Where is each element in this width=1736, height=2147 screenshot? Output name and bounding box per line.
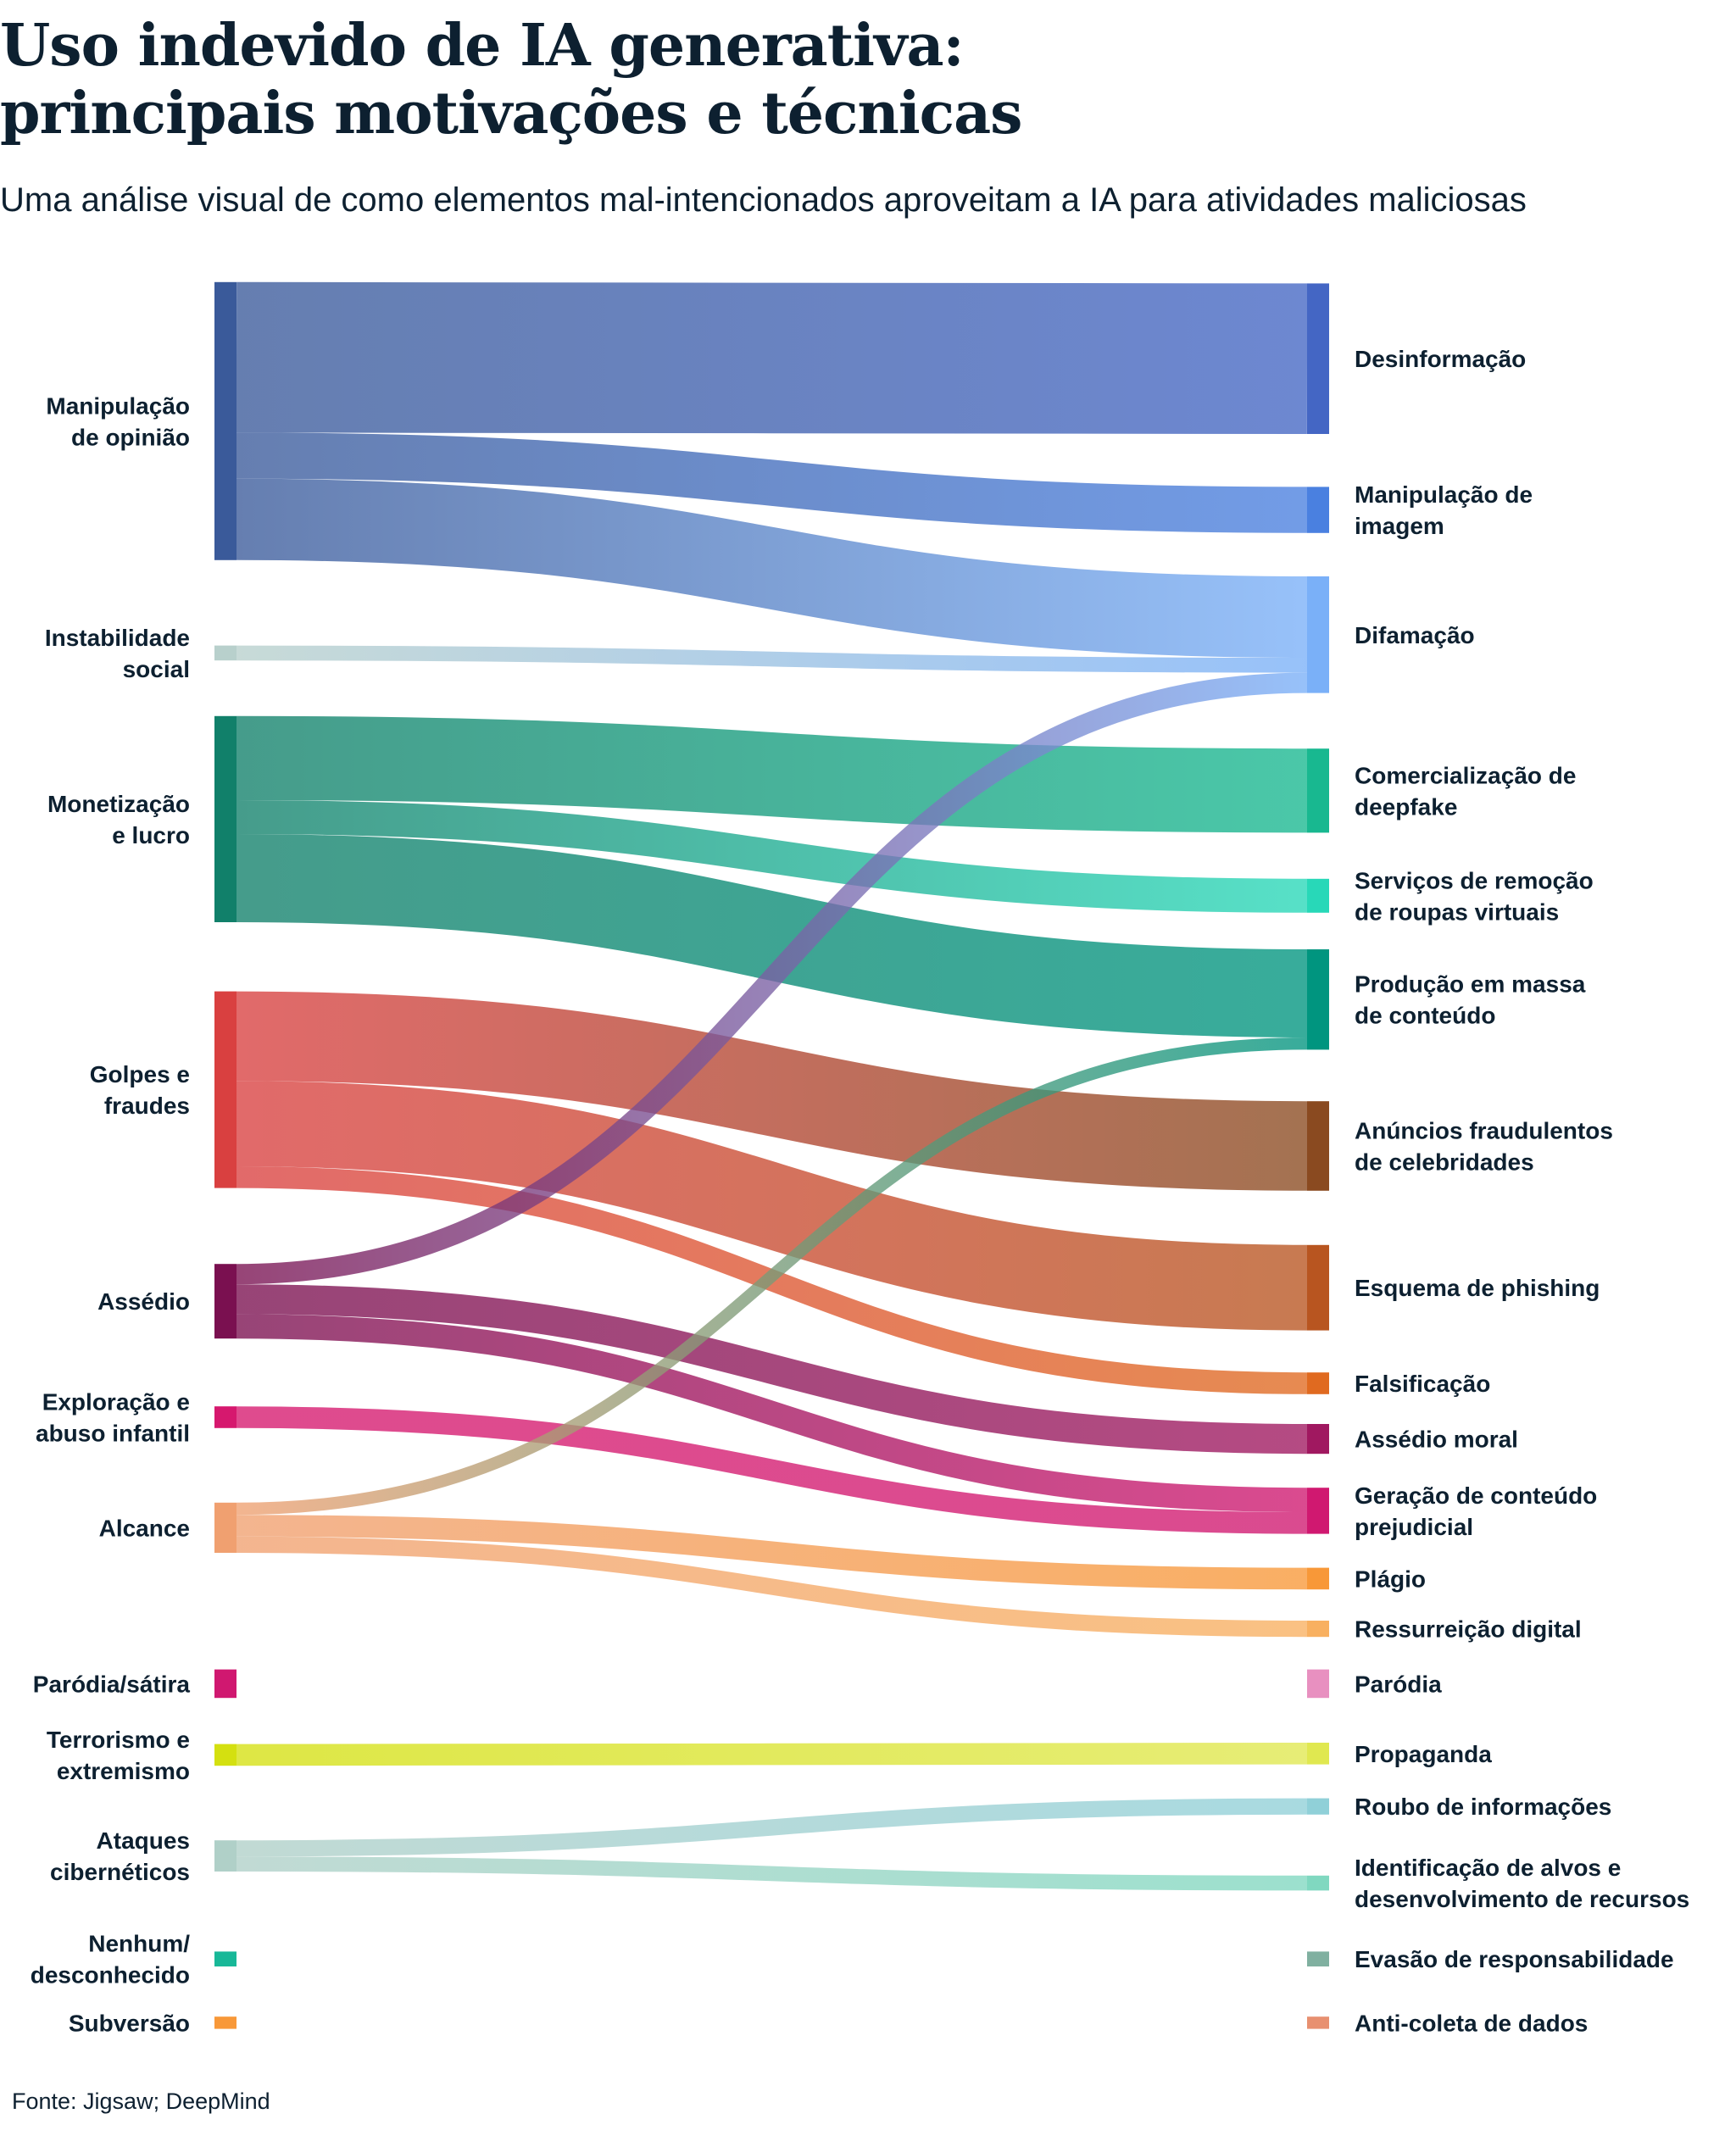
target-node-propaganda — [1307, 1743, 1329, 1765]
sankey-link-instabilidade-to-difamacao — [236, 645, 1308, 673]
target-node-anticoleta — [1307, 2016, 1329, 2029]
target-node-parodia — [1307, 1669, 1329, 1699]
sankey-nodes — [214, 281, 1329, 2029]
chart-title-line-1: Uso indevido de IA generativa: — [0, 12, 965, 80]
sankey-link-assedio-to-geracao_prejudicial — [236, 1314, 1308, 1512]
sankey-link-exploracao-to-geracao_prejudicial — [236, 1406, 1308, 1534]
source-label-assedio: Assédio — [97, 1288, 190, 1315]
target-label-anuncios: Anúncios fraudulentos de celebridades — [1355, 1118, 1613, 1176]
source-node-exploracao — [214, 1406, 236, 1428]
source-label-parodia_satira: Paródia/sátira — [33, 1671, 191, 1697]
sankey-link-assedio-to-assedio_moral — [236, 1284, 1308, 1455]
sankey-link-assedio-to-difamacao — [236, 672, 1308, 1285]
target-label-producao_massa: Produção em massa de conteúdo — [1355, 971, 1586, 1029]
sankey-link-alcance-to-producao_massa — [236, 1037, 1308, 1516]
target-node-comercializacao — [1307, 748, 1329, 833]
target-node-falsificacao — [1307, 1372, 1329, 1394]
source-node-parodia_satira — [214, 1669, 236, 1699]
chart-subtitle: Uma análise visual de como elementos mal… — [0, 181, 1527, 219]
target-node-producao_massa — [1307, 949, 1329, 1050]
source-label-terrorismo: Terrorismo e extremismo — [47, 1727, 190, 1784]
target-label-phishing: Esquema de phishing — [1355, 1275, 1600, 1301]
target-node-ressurreicao — [1307, 1621, 1329, 1638]
source-node-ataques — [214, 1840, 236, 1872]
target-node-identificacao — [1307, 1875, 1329, 1891]
source-label-manip_opiniao: Manipulação de opinião — [46, 392, 190, 450]
target-node-assedio_moral — [1307, 1424, 1329, 1455]
sankey-link-ataques-to-identificacao — [236, 1856, 1308, 1891]
target-label-servicos_remocao: Serviços de remoção de roupas virtuais — [1355, 867, 1594, 925]
sankey-link-golpes-to-phishing — [236, 1081, 1308, 1331]
target-node-difamacao — [1307, 576, 1329, 693]
target-label-identificacao: Identificação de alvos e desenvolvimento … — [1355, 1855, 1689, 1912]
target-label-geracao_prejudicial: Geração de conteúdo prejudicial — [1355, 1482, 1597, 1540]
sankey-link-ataques-to-roubo — [236, 1798, 1308, 1857]
target-node-plagio — [1307, 1567, 1329, 1590]
source-node-nenhum — [214, 1951, 236, 1966]
target-node-servicos_remocao — [1307, 878, 1329, 913]
sankey-link-alcance-to-plagio — [236, 1515, 1308, 1590]
source-node-assedio — [214, 1264, 236, 1339]
target-node-desinformacao — [1307, 283, 1329, 434]
source-label-nenhum: Nenhum/desconhecido — [31, 1931, 190, 1988]
target-label-plagio: Plágio — [1355, 1566, 1426, 1592]
target-label-comercializacao: Comercialização de deepfake — [1355, 762, 1576, 820]
target-label-evasao: Evasão de responsabilidade — [1355, 1946, 1674, 1972]
sankey-link-monetizacao-to-comercializacao — [236, 715, 1308, 833]
source-node-manip_opiniao — [214, 281, 236, 560]
source-node-alcance — [214, 1502, 236, 1553]
sankey-links — [236, 281, 1308, 2029]
source-label-instabilidade: Instabilidade social — [45, 625, 190, 682]
source-label-monetizacao: Monetização e lucro — [47, 791, 190, 848]
sankey-link-manip_opiniao-to-manip_imagem — [236, 432, 1308, 533]
target-node-evasao — [1307, 1951, 1329, 1966]
target-label-parodia: Paródia — [1355, 1671, 1442, 1697]
source-node-monetizacao — [214, 715, 236, 922]
source-node-terrorismo — [214, 1744, 236, 1766]
source-node-golpes — [214, 991, 236, 1188]
chart-title: Uso indevido de IA generativa: principai… — [0, 12, 1022, 147]
target-node-roubo — [1307, 1798, 1329, 1815]
source-node-instabilidade — [214, 645, 236, 661]
source-node-subversao — [214, 2016, 236, 2029]
target-label-anticoleta: Anti-coleta de dados — [1355, 2010, 1588, 2036]
chart-title-line-2: principais motivações e técnicas — [0, 80, 1022, 147]
sankey-link-manip_opiniao-to-difamacao — [236, 478, 1308, 658]
source-label-golpes: Golpes e fraudes — [90, 1061, 190, 1119]
target-label-desinformacao: Desinformação — [1355, 346, 1526, 372]
sankey-link-monetizacao-to-servicos_remocao — [236, 800, 1308, 913]
sankey-labels: Manipulação de opinião Instabilidade social… — [31, 346, 1690, 2036]
sankey-link-terrorismo-to-propaganda — [236, 1743, 1308, 1766]
target-label-roubo: Roubo de informações — [1355, 1794, 1611, 1820]
source-label-subversao: Subversão — [69, 2010, 190, 2036]
target-node-manip_imagem — [1307, 487, 1329, 533]
sankey-link-manip_opiniao-to-desinformacao — [236, 281, 1308, 434]
target-node-geracao_prejudicial — [1307, 1488, 1329, 1534]
sankey-link-alcance-to-ressurreicao — [236, 1536, 1308, 1638]
source-note: Fonte: Jigsaw; DeepMind — [12, 2089, 270, 2114]
target-label-assedio_moral: Assédio moral — [1355, 1427, 1518, 1453]
target-node-phishing — [1307, 1244, 1329, 1331]
target-label-difamacao: Difamação — [1355, 622, 1475, 648]
sankey-link-monetizacao-to-producao_massa — [236, 834, 1308, 1037]
target-label-falsificacao: Falsificação — [1355, 1371, 1490, 1397]
target-label-propaganda: Propaganda — [1355, 1741, 1492, 1767]
sankey-link-golpes-to-anuncios — [236, 991, 1308, 1191]
target-node-anuncios — [1307, 1101, 1329, 1191]
target-label-manip_imagem: Manipulação de imagem — [1355, 481, 1533, 539]
source-label-alcance: Alcance — [99, 1515, 190, 1541]
target-label-ressurreicao: Ressurreição digital — [1355, 1616, 1582, 1643]
source-label-exploracao: Exploração e abuso infantil — [36, 1389, 190, 1447]
source-label-ataques: Ataques cibernéticos — [50, 1827, 190, 1885]
